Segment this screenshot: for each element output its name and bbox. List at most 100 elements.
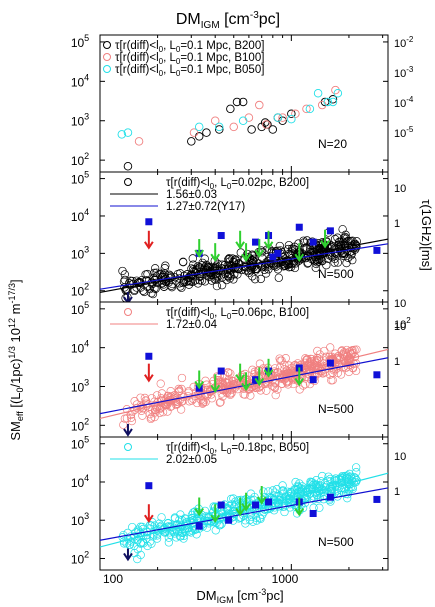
data-point xyxy=(331,474,340,483)
green-arrow-head xyxy=(256,496,267,505)
observed-square xyxy=(252,238,260,246)
green-arrow-head xyxy=(235,374,245,383)
legend-label: 1.27±0.72(Y17) xyxy=(166,201,245,213)
data-point xyxy=(303,258,313,267)
legend-marker xyxy=(124,308,132,316)
plot-area xyxy=(100,463,388,564)
data-point xyxy=(341,233,350,242)
plot-area xyxy=(100,343,388,437)
data-point xyxy=(262,386,271,395)
observed-square xyxy=(373,495,381,503)
legend: τ[r(diff)<l0, L0=0.02pc, B200]1.56±0.031… xyxy=(110,177,309,213)
panel-second: 102 103 104 105 1 10 τ[r(diff)<l0, L0=0.02pc, … xyxy=(71,170,406,303)
green-arrow-head xyxy=(254,249,265,258)
data-point xyxy=(229,275,238,284)
data-point xyxy=(193,262,202,271)
legend-label: τ[r(diff)<l0, L0=0.06pc, B100] xyxy=(166,307,309,321)
data-point xyxy=(272,262,281,271)
data-point xyxy=(196,391,206,400)
data-point xyxy=(306,366,315,375)
y-tick-label: 103 xyxy=(71,244,89,261)
data-point xyxy=(326,343,335,352)
data-point xyxy=(259,487,268,496)
legend-marker xyxy=(103,41,111,49)
green-arrow-head xyxy=(254,377,265,387)
data-point xyxy=(282,378,292,387)
data-point xyxy=(315,503,324,512)
observed-square xyxy=(373,371,381,379)
green-arrow-head xyxy=(263,369,274,378)
legend-marker xyxy=(124,443,132,451)
data-point xyxy=(138,411,147,420)
data-point xyxy=(177,373,187,383)
data-point xyxy=(137,406,146,415)
data-point xyxy=(284,377,293,386)
data-point xyxy=(163,391,173,401)
legend-label: 2.02±0.05 xyxy=(166,454,217,466)
legend-label: 1.72±0.04 xyxy=(166,319,218,331)
data-point xyxy=(128,522,137,532)
data-point xyxy=(126,413,136,422)
red-arrow-head xyxy=(144,374,154,383)
data-point xyxy=(346,472,355,481)
green-arrow-head xyxy=(235,241,245,250)
data-point xyxy=(184,276,193,286)
data-point xyxy=(120,414,130,423)
sample-count-label: N=500 xyxy=(318,402,354,416)
data-point xyxy=(295,385,304,394)
data-point xyxy=(146,414,155,424)
data-point xyxy=(150,521,159,530)
data-point xyxy=(148,289,158,299)
fit-line xyxy=(100,243,388,290)
data-point-B200 xyxy=(226,104,235,114)
y-tick-label: 104 xyxy=(71,72,89,89)
panel-top: 102 103 104 105 10-5 10-4 10-3 10-2 τ[r(diff)<l0… xyxy=(71,33,414,173)
data-point-B050 xyxy=(323,97,333,107)
observed-square xyxy=(217,501,225,509)
legend-label: τ[r(diff)<l0, L0=0.1 Mpc, B100] xyxy=(115,52,264,66)
data-point xyxy=(315,480,324,490)
data-point-B200 xyxy=(238,97,248,107)
data-point xyxy=(322,261,331,270)
data-point xyxy=(248,272,257,281)
y-tick-label: 105 xyxy=(71,170,89,187)
data-point-B200 xyxy=(187,137,196,146)
data-point xyxy=(216,521,225,530)
y2-tick-label: 10 xyxy=(394,321,406,333)
observed-square xyxy=(326,227,334,235)
data-point xyxy=(193,509,203,519)
data-point xyxy=(346,236,355,246)
data-point xyxy=(299,236,308,245)
panel-frame xyxy=(99,436,389,571)
data-point xyxy=(202,523,212,532)
data-point-B200 xyxy=(287,109,296,119)
data-point xyxy=(217,519,226,529)
data-point xyxy=(288,259,297,269)
data-point xyxy=(120,275,130,285)
data-point-B100 xyxy=(255,100,264,110)
observed-square xyxy=(217,232,225,240)
data-point xyxy=(333,233,342,242)
green-arrow-head xyxy=(241,382,251,392)
y2-tick-label: 1 xyxy=(394,356,400,368)
y2-tick-label: 10-4 xyxy=(394,95,414,110)
legend-label: τ[r(diff)<l0, L0=0.18pc, B050] xyxy=(166,442,309,456)
data-point xyxy=(275,363,285,372)
data-point xyxy=(233,270,242,279)
observed-square xyxy=(225,516,233,524)
data-point xyxy=(315,350,324,359)
observed-square xyxy=(309,510,317,518)
data-point xyxy=(228,262,237,271)
data-point xyxy=(227,500,236,509)
data-point xyxy=(190,525,200,535)
green-arrow-head xyxy=(320,240,330,249)
data-point xyxy=(255,513,265,522)
data-point xyxy=(337,475,346,485)
data-point xyxy=(257,248,267,257)
data-point-B200 xyxy=(268,125,278,134)
data-point xyxy=(125,540,135,549)
data-point-B100 xyxy=(134,137,144,146)
data-point xyxy=(339,348,349,357)
y-axis-left-label: SMeff [(L0/1pc)1/3 1012 m-17/3] xyxy=(7,279,25,440)
data-point xyxy=(236,248,245,257)
